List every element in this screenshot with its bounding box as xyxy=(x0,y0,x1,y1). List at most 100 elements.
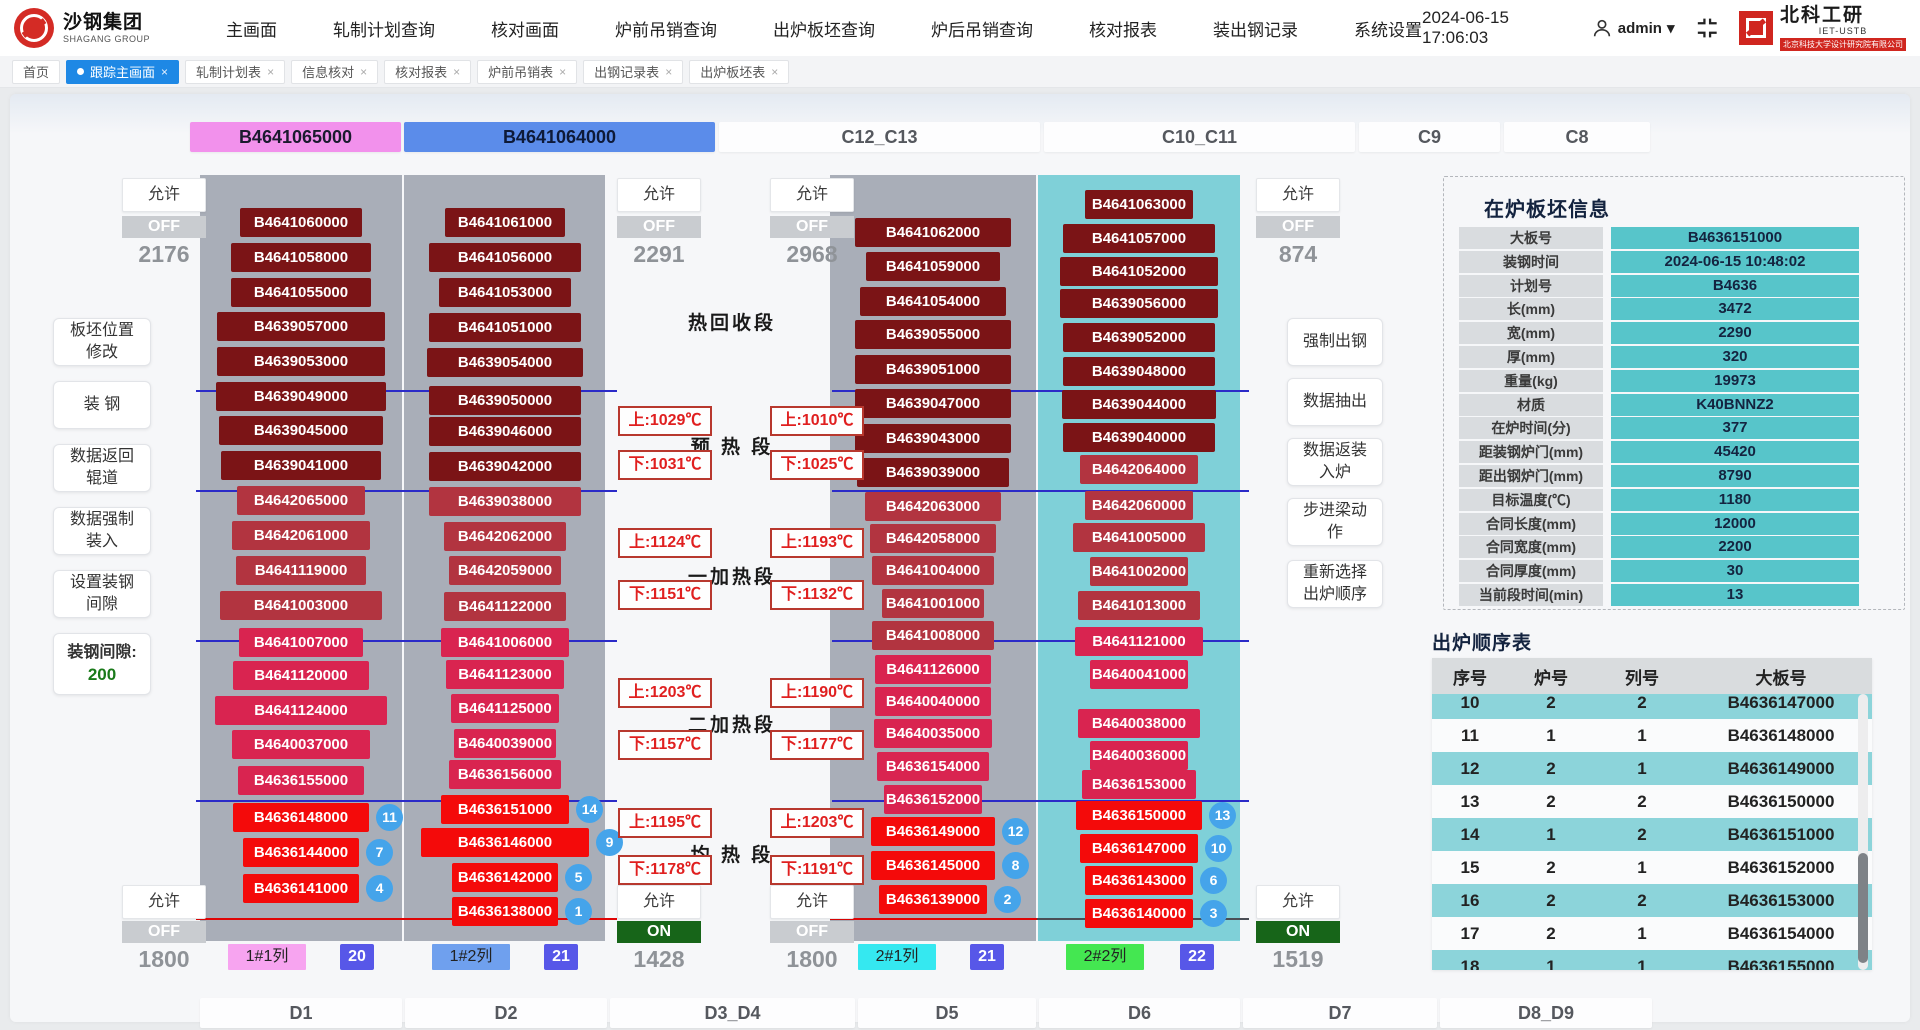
slab-B4639040000[interactable]: B4639040000 xyxy=(1063,423,1215,452)
tab-轧制计划表[interactable]: 轧制计划表 × xyxy=(185,59,286,84)
slab-B4641063000[interactable]: B4641063000 xyxy=(1085,190,1193,219)
slab-B4641124000[interactable]: B4641124000 xyxy=(215,696,387,725)
slab-B4642064000[interactable]: B4642064000 xyxy=(1080,455,1198,484)
slab-B4640037000[interactable]: B4640037000 xyxy=(232,730,370,759)
slab-B4641052000[interactable]: B4641052000 xyxy=(1060,257,1218,286)
allow-button-top-122[interactable]: 允许 xyxy=(122,178,206,212)
slab-B4641001000[interactable]: B4641001000 xyxy=(882,589,984,618)
slab-B4636155000[interactable]: B4636155000 xyxy=(238,766,364,795)
nav-item-炉前吊销查询[interactable]: 炉前吊销查询 xyxy=(614,20,717,40)
slab-B4641059000[interactable]: B4641059000 xyxy=(866,252,1000,281)
tab-首页[interactable]: 首页 xyxy=(12,59,61,84)
slab-B4641121000[interactable]: B4641121000 xyxy=(1075,627,1203,656)
right-button-数据抽出[interactable]: 数据抽出 xyxy=(1287,378,1383,426)
slab-B4641062000[interactable]: B4641062000 xyxy=(855,218,1011,247)
right-button-数据返装入炉[interactable]: 数据返装 入炉 xyxy=(1287,438,1383,486)
slab-B4642061000[interactable]: B4642061000 xyxy=(232,521,370,550)
slab-B4639048000[interactable]: B4639048000 xyxy=(1063,357,1215,386)
exit-table-row[interactable]: 15 2 1 B4636152000 xyxy=(1432,851,1872,884)
slab-B4641061000[interactable]: B4641061000 xyxy=(445,208,565,237)
exit-table-row[interactable]: 10 2 2 B4636147000 xyxy=(1432,694,1872,719)
slab-B4641004000[interactable]: B4641004000 xyxy=(872,556,994,585)
slab-B4636149000[interactable]: B4636149000 12 xyxy=(871,817,1029,846)
exit-table-row[interactable]: 14 1 2 B4636151000 xyxy=(1432,818,1872,851)
slab-B4636139000[interactable]: B4636139000 2 xyxy=(879,885,1021,914)
nav-item-核对画面[interactable]: 核对画面 xyxy=(490,20,559,40)
exit-table-row[interactable]: 18 1 1 B4636155000 xyxy=(1432,950,1872,970)
slab-B4641007000[interactable]: B4641007000 xyxy=(239,628,363,657)
slab-B4640040000[interactable]: B4640040000 xyxy=(875,687,991,716)
tab-close-icon[interactable]: × xyxy=(559,64,567,79)
slab-B4642060000[interactable]: B4642060000 xyxy=(1085,491,1193,520)
slab-B4641053000[interactable]: B4641053000 xyxy=(439,278,571,307)
slab-B4639056000[interactable]: B4639056000 xyxy=(1060,289,1218,318)
slab-B4641119000[interactable]: B4641119000 xyxy=(236,556,366,585)
slab-B4636140000[interactable]: B4636140000 3 xyxy=(1085,899,1227,928)
tab-出炉板坯表[interactable]: 出炉板坯表 × xyxy=(689,59,790,84)
allow-button-top-1256[interactable]: 允许 xyxy=(1256,178,1340,212)
exit-table-viewport[interactable]: 10 2 2 B4636147000 11 1 1 B4636148000 12 2 1 B46361… xyxy=(1432,694,1872,970)
slab-B4639054000[interactable]: B4639054000 xyxy=(427,348,583,377)
slab-B4639052000[interactable]: B4639052000 xyxy=(1063,323,1215,352)
slab-B4640036000[interactable]: B4640036000 xyxy=(1090,741,1188,770)
slab-B4636154000[interactable]: B4636154000 xyxy=(877,752,989,781)
slab-B4639055000[interactable]: B4639055000 xyxy=(855,320,1011,349)
left-button-数据返回辊道[interactable]: 数据返回 辊道 xyxy=(53,444,151,492)
slab-B4636147000[interactable]: B4636147000 10 xyxy=(1080,834,1232,863)
right-button-强制出钢[interactable]: 强制出钢 xyxy=(1287,318,1383,366)
exit-table-row[interactable]: 12 2 1 B4636149000 xyxy=(1432,752,1872,785)
slab-B4636150000[interactable]: B4636150000 13 xyxy=(1076,801,1236,830)
left-button-板坯位置修改[interactable]: 板坯位置 修改 xyxy=(53,318,151,366)
slab-B4639044000[interactable]: B4639044000 xyxy=(1062,390,1216,419)
nav-item-核对报表[interactable]: 核对报表 xyxy=(1088,20,1157,40)
slab-B4636146000[interactable]: B4636146000 9 xyxy=(421,828,623,857)
slab-B4641005000[interactable]: B4641005000 xyxy=(1073,523,1205,552)
slab-B4636141000[interactable]: B4636141000 4 xyxy=(243,874,393,903)
user-menu[interactable]: admin ▾ xyxy=(1591,17,1675,39)
slab-B4642063000[interactable]: B4642063000 xyxy=(865,492,1001,521)
slab-B4636145000[interactable]: B4636145000 8 xyxy=(871,851,1029,880)
slab-B4639041000[interactable]: B4639041000 xyxy=(221,451,381,480)
exit-table-row[interactable]: 11 1 1 B4636148000 xyxy=(1432,719,1872,752)
tab-核对报表[interactable]: 核对报表 × xyxy=(384,59,472,84)
slab-B4636144000[interactable]: B4636144000 7 xyxy=(243,838,393,867)
tab-出钢记录表[interactable]: 出钢记录表 × xyxy=(583,59,684,84)
slab-B4641055000[interactable]: B4641055000 xyxy=(231,278,371,307)
right-button-重新选择出炉顺序[interactable]: 重新选择 出炉顺序 xyxy=(1287,560,1383,608)
allow-button-top-770[interactable]: 允许 xyxy=(770,178,854,212)
tab-close-icon[interactable]: × xyxy=(771,64,779,79)
slab-B4639043000[interactable]: B4639043000 xyxy=(855,424,1011,453)
tab-close-icon[interactable]: × xyxy=(267,64,275,79)
allow-button-bottom-770[interactable]: 允许 xyxy=(770,885,854,919)
slab-B4639039000[interactable]: B4639039000 xyxy=(857,458,1009,487)
slab-B4636152000[interactable]: B4636152000 xyxy=(884,785,982,814)
nav-item-主画面[interactable]: 主画面 xyxy=(225,20,277,40)
tab-close-icon[interactable]: × xyxy=(665,64,673,79)
slab-B4636153000[interactable]: B4636153000 xyxy=(1082,770,1196,799)
allow-button-top-617[interactable]: 允许 xyxy=(617,178,701,212)
slab-B4636156000[interactable]: B4636156000 xyxy=(449,760,561,789)
tab-信息核对[interactable]: 信息核对 × xyxy=(291,59,379,84)
slab-B4641051000[interactable]: B4641051000 xyxy=(429,313,581,342)
slab-B4641057000[interactable]: B4641057000 xyxy=(1063,224,1215,253)
slab-B4639049000[interactable]: B4639049000 xyxy=(216,382,386,411)
tab-close-icon[interactable]: × xyxy=(360,64,368,79)
right-button-步进梁动作[interactable]: 步进梁动作 xyxy=(1287,498,1383,546)
charge-gap-box[interactable]: 装钢间隙: 200 xyxy=(53,633,151,695)
slab-B4636143000[interactable]: B4636143000 6 xyxy=(1085,866,1227,895)
slab-B4639053000[interactable]: B4639053000 xyxy=(217,347,385,376)
slab-B4642065000[interactable]: B4642065000 xyxy=(237,486,365,515)
slab-B4636151000[interactable]: B4636151000 14 xyxy=(441,795,603,824)
slab-B4641002000[interactable]: B4641002000 xyxy=(1090,557,1188,586)
slab-B4639047000[interactable]: B4639047000 xyxy=(855,389,1011,418)
slab-B4641060000[interactable]: B4641060000 xyxy=(240,208,362,237)
slab-B4641054000[interactable]: B4641054000 xyxy=(860,287,1006,316)
slab-B4641120000[interactable]: B4641120000 xyxy=(233,661,369,690)
nav-item-装出钢记录[interactable]: 装出钢记录 xyxy=(1212,20,1298,40)
slab-B4641122000[interactable]: B4641122000 xyxy=(444,592,566,621)
slab-B4641126000[interactable]: B4641126000 xyxy=(875,655,991,684)
slab-B4639045000[interactable]: B4639045000 xyxy=(219,416,383,445)
slab-B4640038000[interactable]: B4640038000 xyxy=(1078,709,1200,738)
allow-button-bottom-617[interactable]: 允许 xyxy=(617,885,701,919)
slab-B4641125000[interactable]: B4641125000 xyxy=(451,694,559,723)
